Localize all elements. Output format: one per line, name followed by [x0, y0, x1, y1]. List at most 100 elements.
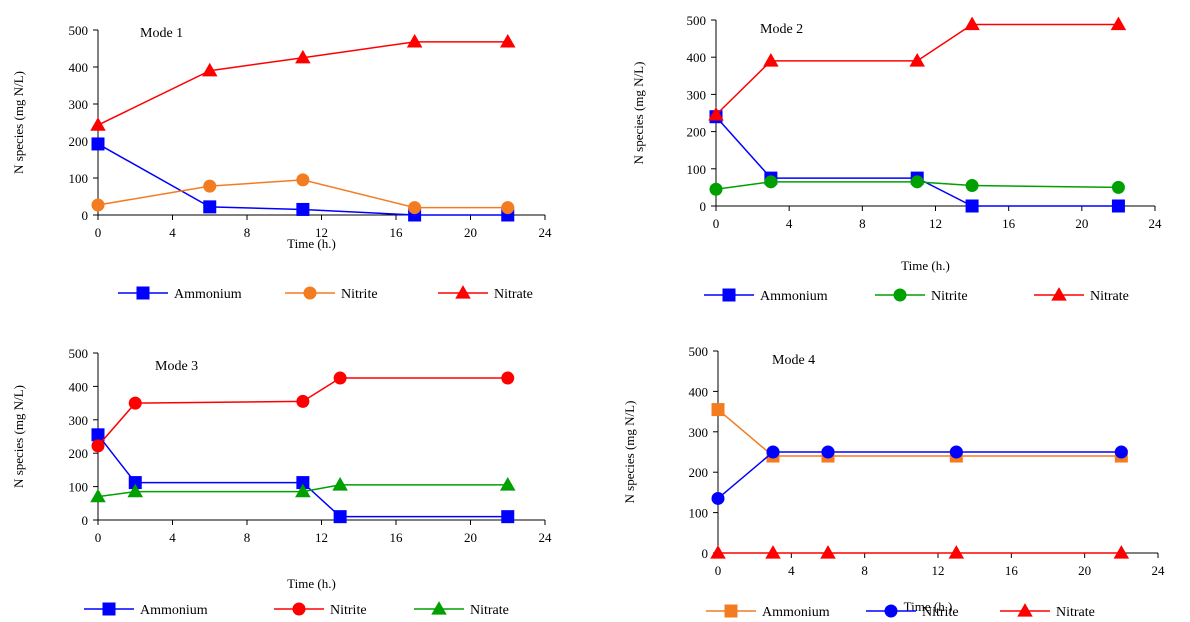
y-tick-label: 200 — [69, 446, 89, 461]
x-tick-label: 0 — [713, 216, 720, 231]
data-point — [950, 446, 962, 458]
legend-label: Nitrate — [494, 287, 533, 302]
data-point — [1115, 446, 1127, 458]
y-tick-label: 0 — [700, 199, 707, 214]
series-nitrate — [711, 546, 1128, 558]
y-tick-label: 0 — [702, 546, 709, 561]
legend-label: Nitrite — [341, 287, 378, 302]
legend-label: Ammonium — [760, 289, 828, 304]
x-tick-label: 20 — [1075, 216, 1088, 231]
x-tick-label: 12 — [929, 216, 942, 231]
y-tick-label: 500 — [689, 344, 709, 359]
legend-item-nitrate: Nitrate — [414, 602, 509, 618]
x-tick-label: 16 — [1005, 563, 1019, 578]
data-point — [502, 372, 514, 384]
legend-label: Ammonium — [762, 605, 830, 620]
data-point — [1112, 181, 1124, 193]
series-ammonium — [92, 429, 514, 523]
data-point — [712, 492, 724, 504]
chart-title: Mode 1 — [140, 26, 183, 41]
y-tick-label: 400 — [69, 60, 89, 75]
x-tick-label: 24 — [539, 225, 553, 240]
legend-item-ammonium: Ammonium — [704, 289, 828, 304]
series-nitrate — [91, 35, 515, 130]
x-tick-label: 4 — [786, 216, 793, 231]
y-tick-label: 100 — [69, 171, 89, 186]
data-point — [910, 54, 924, 66]
series-line — [98, 435, 508, 517]
x-tick-label: 12 — [315, 530, 328, 545]
x-tick-label: 20 — [464, 225, 477, 240]
y-tick-label: 200 — [69, 134, 89, 149]
data-point — [297, 174, 309, 186]
data-point — [765, 176, 777, 188]
legend-label: Ammonium — [174, 287, 242, 302]
chart-panel-1: 0 100 200 300 400 500 0 4 8 12 16 20 24 Time (h.) N sp… — [11, 23, 552, 302]
x-axis-title: Time (h.) — [287, 236, 336, 251]
y-tick-label: 400 — [687, 50, 707, 65]
data-point — [710, 183, 722, 195]
chart-title: Mode 4 — [772, 353, 815, 368]
x-tick-label: 16 — [1002, 216, 1016, 231]
data-point — [297, 395, 309, 407]
x-tick-label: 4 — [788, 563, 795, 578]
y-tick-label: 300 — [689, 425, 709, 440]
legend-label: Nitrite — [922, 605, 959, 620]
data-point — [408, 35, 422, 47]
data-point — [333, 478, 347, 490]
legend-item-nitrate: Nitrate — [1034, 288, 1129, 304]
data-point — [712, 404, 724, 416]
legend-label: Ammonium — [140, 603, 208, 618]
y-axis-title: N species (mg N/L) — [11, 385, 26, 488]
series-line — [98, 378, 508, 446]
chart-panel-2: 0 100 200 300 400 500 0 4 8 12 16 20 24 Time (h.) N sp… — [631, 13, 1162, 304]
x-tick-label: 4 — [169, 530, 176, 545]
chart-title: Mode 3 — [155, 359, 198, 374]
legend-marker — [723, 289, 735, 301]
data-point — [949, 546, 963, 558]
legend-item-nitrite: Nitrite — [274, 603, 367, 618]
legend-marker — [1018, 604, 1032, 616]
data-point — [204, 201, 216, 213]
x-tick-label: 8 — [244, 530, 251, 545]
x-tick-label: 24 — [1152, 563, 1166, 578]
data-point — [297, 203, 309, 215]
y-axis-title: N species (mg N/L) — [11, 71, 26, 174]
y-axis-title: N species (mg N/L) — [622, 401, 637, 504]
x-tick-label: 24 — [1149, 216, 1163, 231]
data-point — [965, 18, 979, 30]
x-tick-label: 4 — [169, 225, 176, 240]
y-tick-label: 0 — [82, 513, 89, 528]
data-point — [1112, 200, 1124, 212]
series-nitrite — [92, 372, 514, 452]
data-point — [822, 446, 834, 458]
series-ammonium — [710, 111, 1124, 212]
y-tick-label: 500 — [69, 23, 89, 38]
data-point — [911, 176, 923, 188]
data-point — [92, 429, 104, 441]
x-tick-label: 20 — [1078, 563, 1091, 578]
y-tick-label: 500 — [687, 13, 707, 28]
data-point — [966, 180, 978, 192]
series-nitrite — [710, 176, 1124, 195]
x-tick-label: 8 — [244, 225, 251, 240]
data-point — [92, 440, 104, 452]
legend-marker — [456, 286, 470, 298]
series-line — [716, 24, 1118, 114]
x-tick-label: 24 — [539, 530, 553, 545]
y-tick-label: 200 — [687, 125, 707, 140]
data-point — [92, 199, 104, 211]
legend-label: Nitrate — [1090, 289, 1129, 304]
data-point — [501, 478, 515, 490]
x-tick-label: 0 — [95, 225, 102, 240]
data-point — [204, 180, 216, 192]
legend-marker — [894, 289, 906, 301]
data-point — [91, 118, 105, 130]
legend-marker — [103, 603, 115, 615]
chart-title: Mode 2 — [760, 22, 803, 37]
y-tick-label: 200 — [689, 465, 709, 480]
legend-label: Nitrate — [470, 603, 509, 618]
data-point — [129, 397, 141, 409]
legend-item-nitrite: Nitrite — [285, 287, 378, 302]
